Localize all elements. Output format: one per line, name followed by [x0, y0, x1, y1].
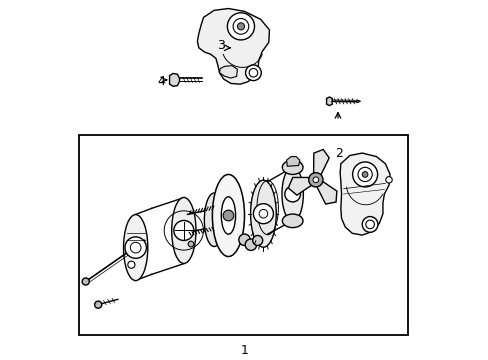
Polygon shape	[313, 149, 328, 180]
Ellipse shape	[123, 215, 147, 280]
Circle shape	[125, 237, 146, 258]
Ellipse shape	[282, 214, 303, 228]
Circle shape	[308, 173, 323, 187]
Ellipse shape	[282, 160, 303, 175]
Text: 4: 4	[158, 75, 165, 88]
Polygon shape	[169, 73, 179, 86]
Circle shape	[238, 234, 250, 246]
Text: 1: 1	[240, 344, 248, 357]
Polygon shape	[356, 100, 360, 103]
Text: 2: 2	[334, 147, 342, 159]
Polygon shape	[288, 177, 315, 195]
Polygon shape	[219, 66, 237, 78]
Circle shape	[174, 220, 193, 240]
Polygon shape	[340, 153, 389, 235]
Ellipse shape	[171, 198, 196, 264]
Text: 3: 3	[217, 40, 225, 53]
Circle shape	[82, 278, 89, 285]
Circle shape	[362, 217, 377, 232]
Ellipse shape	[212, 175, 244, 257]
Polygon shape	[314, 179, 336, 204]
Circle shape	[312, 177, 318, 183]
Ellipse shape	[204, 193, 224, 247]
Polygon shape	[326, 97, 332, 105]
Circle shape	[188, 241, 193, 247]
Circle shape	[127, 261, 135, 268]
Bar	[79, 135, 407, 335]
Circle shape	[385, 177, 391, 183]
Circle shape	[245, 65, 261, 81]
Ellipse shape	[250, 180, 276, 247]
Circle shape	[352, 162, 377, 187]
Circle shape	[284, 186, 300, 202]
Circle shape	[244, 239, 256, 251]
Polygon shape	[197, 9, 269, 84]
Circle shape	[362, 172, 367, 177]
Circle shape	[95, 301, 102, 308]
Polygon shape	[286, 157, 299, 166]
Circle shape	[237, 23, 244, 30]
Circle shape	[227, 13, 254, 40]
Ellipse shape	[221, 197, 235, 234]
Circle shape	[252, 235, 262, 246]
Ellipse shape	[282, 167, 303, 221]
Circle shape	[223, 210, 233, 221]
Circle shape	[253, 204, 273, 224]
